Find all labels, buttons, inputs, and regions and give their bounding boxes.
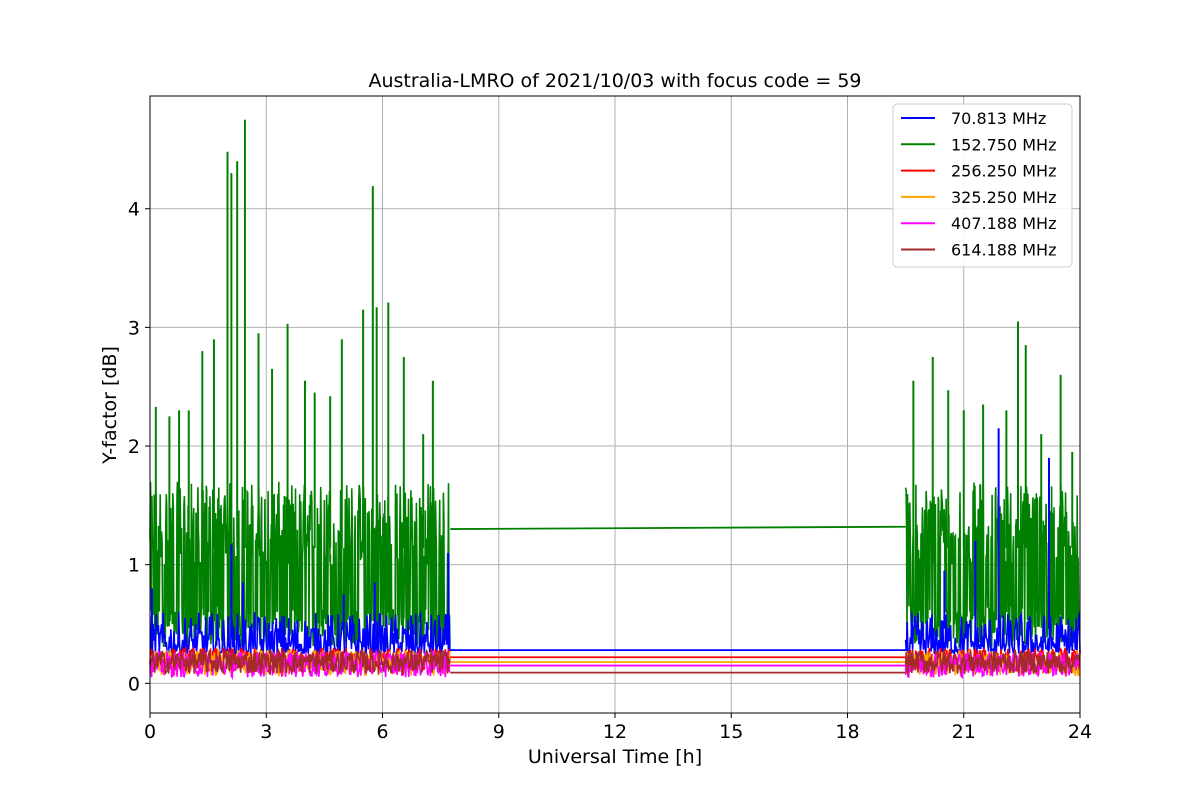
y-axis-label: Y-factor [dB] <box>99 346 121 465</box>
series-segment-early <box>149 648 451 681</box>
y-tick-label: 4 <box>128 199 140 221</box>
series-segment-late <box>904 611 1081 655</box>
series-layer <box>149 119 1081 681</box>
series-152-750-MHz <box>149 119 1081 648</box>
y-tick-label: 0 <box>128 673 140 695</box>
series-segment-early <box>149 481 451 648</box>
legend-box <box>892 103 1073 268</box>
legend-label: 70.813 MHz <box>951 109 1046 128</box>
x-ticks: 0 3 6 9 12 15 18 21 24 <box>144 713 1092 743</box>
series-segment-late <box>904 649 1081 676</box>
legend-label: 256.250 MHz <box>951 162 1056 181</box>
series-segment-early <box>149 647 451 676</box>
x-tick-label: 12 <box>603 721 627 743</box>
series-614-188-MHz <box>149 647 1081 676</box>
x-tick-label: 3 <box>260 721 272 743</box>
chart-title: Australia-LMRO of 2021/10/03 with focus … <box>368 70 861 92</box>
series-segment-early <box>149 612 451 656</box>
legend-label: 325.250 MHz <box>951 188 1056 207</box>
y-ticks: 0 1 2 3 4 <box>128 199 150 695</box>
x-tick-label: 24 <box>1068 721 1092 743</box>
series-segment-late <box>904 482 1081 648</box>
y-tick-label: 1 <box>128 555 140 577</box>
x-tick-label: 9 <box>493 721 505 743</box>
legend: 70.813 MHz 152.750 MHz 256.250 MHz 325.250 … <box>892 103 1073 268</box>
y-tick-label: 2 <box>128 436 140 458</box>
series-gap-line <box>450 525 906 530</box>
x-tick-label: 6 <box>376 721 388 743</box>
legend-label: 407.188 MHz <box>951 214 1056 233</box>
legend-label: 152.750 MHz <box>951 135 1056 154</box>
series-70-813-MHz <box>149 428 1081 656</box>
x-tick-label: 21 <box>952 721 976 743</box>
legend-label: 614.188 MHz <box>951 241 1056 260</box>
y-tick-label: 3 <box>128 317 140 339</box>
x-tick-label: 0 <box>144 721 156 743</box>
x-axis-label: Universal Time [h] <box>528 746 702 768</box>
x-tick-label: 18 <box>835 721 859 743</box>
x-tick-label: 15 <box>719 721 743 743</box>
